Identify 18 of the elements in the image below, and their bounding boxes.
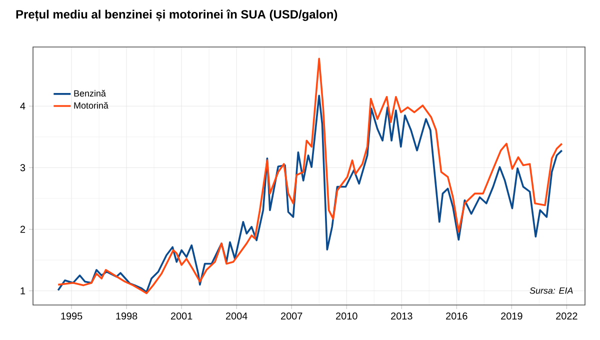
x-tick-label: 2013 (391, 312, 412, 320)
annotation: Sursa: EIA (530, 287, 573, 294)
x-tick-label: 2001 (170, 312, 192, 320)
y-tick-label: 1 (20, 287, 26, 294)
x-tick-label: 2022 (556, 312, 578, 320)
legend-label: Benzină (74, 90, 106, 97)
x-tick-label: 2016 (446, 312, 468, 320)
y-tick-label: 3 (20, 164, 26, 172)
x-tick-label: 2010 (336, 312, 358, 320)
y-tick-label: 4 (20, 102, 26, 110)
x-tick-label: 1995 (61, 312, 82, 320)
chart-title: Prețul mediu al benzinei și motorinei în SUA (USD/galon) (16, 10, 338, 22)
x-tick-label: 2004 (226, 312, 248, 320)
x-tick-label: 2019 (501, 312, 522, 320)
legend-label: Motorină (74, 102, 108, 109)
x-tick-label: 2007 (281, 312, 302, 320)
x-tick-label: 1998 (116, 312, 138, 320)
y-tick-label: 2 (20, 226, 26, 233)
